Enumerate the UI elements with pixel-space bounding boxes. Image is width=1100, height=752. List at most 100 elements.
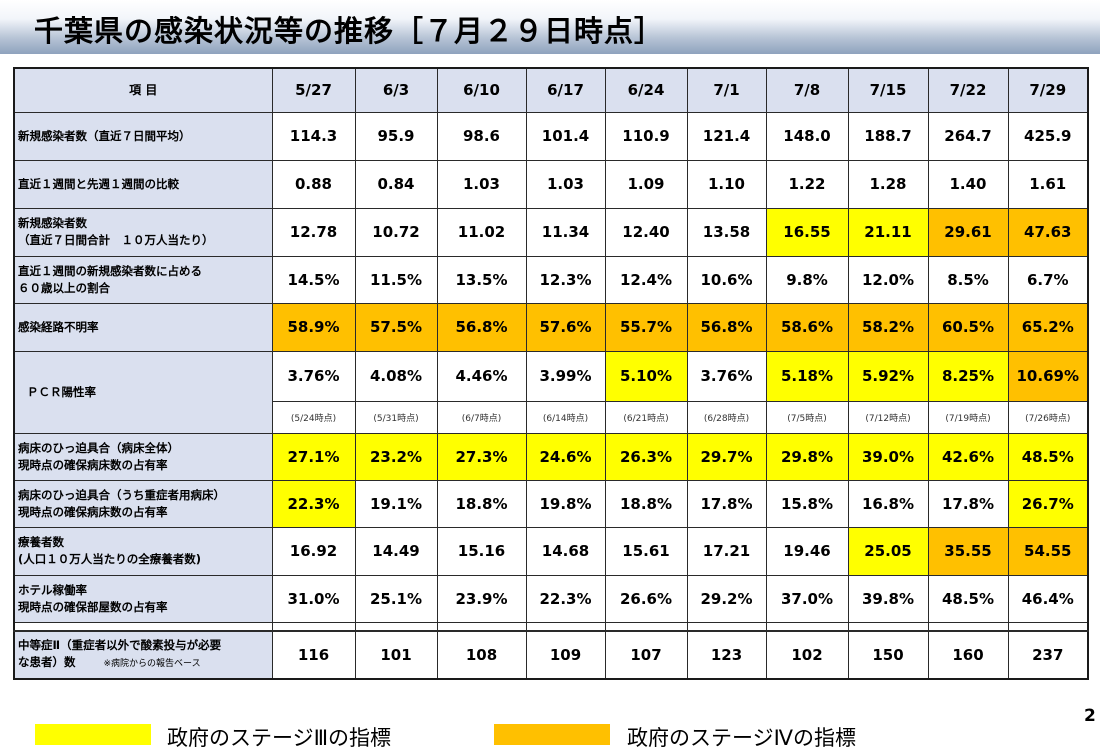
cell: 19.46	[765, 526, 849, 576]
cell-stage4: 60.5%	[927, 302, 1009, 352]
cell: 11.02	[436, 207, 527, 257]
header-row: 項 目 5/27 6/3 6/10 6/17 6/24 7/1 7/8 7/15…	[13, 67, 1089, 113]
cell: 12.0%	[847, 255, 929, 304]
cell: 102	[765, 629, 849, 679]
cell: 17.8%	[927, 479, 1009, 528]
cell: 101.4	[525, 111, 606, 161]
page-title: 千葉県の感染状況等の推移［７月２９日時点］	[34, 14, 665, 48]
date-header: 6/10	[436, 67, 527, 113]
cell: 26.6%	[604, 574, 688, 623]
cell: 16.8%	[847, 479, 929, 528]
legend-swatch-stage3	[35, 724, 151, 745]
cell: 18.8%	[436, 479, 527, 528]
cell: 39.8%	[847, 574, 929, 623]
cell-stage3: 5.10%	[604, 350, 688, 402]
cell: 237	[1007, 629, 1089, 679]
legend-label-stage4: 政府のステージⅣの指標	[627, 726, 856, 750]
cell: 150	[847, 629, 929, 679]
cell: 1.28	[847, 159, 929, 209]
cell: 10.6%	[686, 255, 767, 304]
title-bar: 千葉県の感染状況等の推移［７月２９日時点］	[0, 0, 1100, 54]
row-pcr-as-of: (5/24時点) (5/31時点) (6/7時点) (6/14時点) (6/21…	[14, 400, 1089, 434]
row-label: 病床のひっ迫具合（病床全体） 現時点の確保病床数の占有率	[13, 432, 273, 481]
cell: 10.72	[354, 207, 438, 257]
cell: 1.40	[927, 159, 1009, 209]
cell: 18.8%	[604, 479, 688, 528]
cell-stage3: 8.25%	[927, 350, 1009, 402]
row-unknown-route: 感染経路不明率 58.9% 57.5% 56.8% 57.6% 55.7% 56…	[13, 302, 1089, 352]
cell: 17.21	[686, 526, 767, 576]
cell: 25.1%	[354, 574, 438, 623]
cell-stage4: 55.7%	[604, 302, 688, 352]
row-label: 直近１週間と先週１週間の比較	[13, 159, 273, 209]
cell: 8.5%	[927, 255, 1009, 304]
as-of-date: (7/5時点)	[765, 400, 849, 434]
cell: 108	[436, 629, 527, 679]
cell: 14.68	[525, 526, 606, 576]
cell-stage4: 56.8%	[436, 302, 527, 352]
legend-swatch-stage4	[494, 724, 610, 745]
cell: 3.99%	[525, 350, 606, 402]
cell: 17.8%	[686, 479, 767, 528]
row-label: 中等症Ⅱ（重症者以外で酸素投与が必要 な患者）数 ※病院からの報告ベース	[13, 629, 273, 679]
date-header: 7/8	[765, 67, 849, 113]
spacer-row	[13, 621, 1089, 631]
row-new-cases-avg: 新規感染者数（直近７日間平均） 114.3 95.9 98.6 101.4 11…	[13, 111, 1089, 161]
cell: 13.58	[686, 207, 767, 257]
cell-stage4: 58.6%	[765, 302, 849, 352]
row-recuperating: 療養者数 (人口１０万人当たりの全療養者数) 16.92 14.49 15.16 …	[13, 526, 1089, 576]
row-label: 療養者数 (人口１０万人当たりの全療養者数)	[13, 526, 273, 576]
date-header: 5/27	[271, 67, 356, 113]
cell-stage3: 29.8%	[765, 432, 849, 481]
cell-stage3: 5.92%	[847, 350, 929, 402]
row-new-cases-per100k: 新規感染者数 （直近７日間合計 １０万人当たり） 12.78 10.72 11.0…	[13, 207, 1089, 257]
cell-stage4: 58.2%	[847, 302, 929, 352]
cell-stage3: 25.05	[847, 526, 929, 576]
row-hotel: ホテル稼働率 現時点の確保部屋数の占有率 31.0% 25.1% 23.9% 22…	[13, 574, 1089, 623]
cell: 4.46%	[436, 350, 527, 402]
cell-stage3: 27.3%	[436, 432, 527, 481]
cell: 48.5%	[927, 574, 1009, 623]
cell: 12.78	[271, 207, 356, 257]
cell: 12.4%	[604, 255, 688, 304]
cell: 160	[927, 629, 1009, 679]
cell: 123	[686, 629, 767, 679]
cell: 19.1%	[354, 479, 438, 528]
date-header: 6/24	[604, 67, 688, 113]
cell-stage3: 24.6%	[525, 432, 606, 481]
cell-stage4: 57.6%	[525, 302, 606, 352]
cell: 22.3%	[525, 574, 606, 623]
cell-stage4: 54.55	[1007, 526, 1089, 576]
cell: 12.40	[604, 207, 688, 257]
row-over60-share: 直近１週間の新規感染者数に占める ６０歳以上の割合 14.5% 11.5% 13.…	[13, 255, 1089, 304]
cell: 13.5%	[436, 255, 527, 304]
cell-stage3: 27.1%	[271, 432, 356, 481]
date-header: 6/17	[525, 67, 606, 113]
cell: 19.8%	[525, 479, 606, 528]
row-label: ＰＣＲ陽性率	[13, 350, 273, 434]
cell: 4.08%	[354, 350, 438, 402]
cell: 114.3	[271, 111, 356, 161]
cell-stage4: 47.63	[1007, 207, 1089, 257]
cell-stage3: 26.7%	[1007, 479, 1089, 528]
cell: 16.92	[271, 526, 356, 576]
cell: 3.76%	[686, 350, 767, 402]
cell: 46.4%	[1007, 574, 1089, 623]
as-of-date: (6/21時点)	[604, 400, 688, 434]
cell: 14.49	[354, 526, 438, 576]
date-header: 7/22	[927, 67, 1009, 113]
cell: 1.09	[604, 159, 688, 209]
cell: 101	[354, 629, 438, 679]
cell: 15.16	[436, 526, 527, 576]
cell: 0.84	[354, 159, 438, 209]
cell: 9.8%	[765, 255, 849, 304]
cell-stage3: 5.18%	[765, 350, 849, 402]
cell: 11.5%	[354, 255, 438, 304]
cell-stage4: 65.2%	[1007, 302, 1089, 352]
row-moderate2: 中等症Ⅱ（重症者以外で酸素投与が必要 な患者）数 ※病院からの報告ベース 116 1…	[13, 629, 1089, 679]
cell-stage3: 21.11	[847, 207, 929, 257]
cell-stage4: 58.9%	[271, 302, 356, 352]
cell-stage3: 23.2%	[354, 432, 438, 481]
cell-stage3: 42.6%	[927, 432, 1009, 481]
cell-stage3: 16.55	[765, 207, 849, 257]
